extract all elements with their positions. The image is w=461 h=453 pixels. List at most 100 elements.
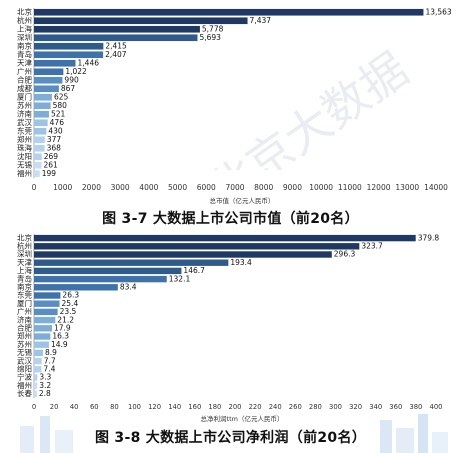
category-label: 福州 [17, 169, 32, 178]
bar [34, 17, 248, 25]
bar [34, 68, 64, 76]
category-label: 武汉 [17, 117, 32, 127]
value-label: 8.9 [45, 348, 57, 357]
value-label: 17.9 [54, 323, 71, 332]
category-label: 成都 [17, 83, 32, 93]
category-label: 广州 [17, 306, 32, 316]
bar [34, 251, 332, 258]
value-label: 261 [43, 161, 58, 170]
x-tick-label: 12000 [367, 183, 391, 192]
bar [34, 267, 182, 275]
category-label: 福州 [17, 381, 32, 390]
category-label: 长春 [17, 388, 32, 398]
bar [34, 333, 51, 340]
category-label: 沈阳 [17, 151, 32, 161]
category-label: 苏州 [17, 100, 32, 110]
bar [34, 110, 49, 118]
value-label: 146.7 [183, 266, 205, 275]
category-label: 深圳 [17, 32, 32, 42]
value-label: 521 [51, 110, 66, 119]
category-label: 杭州 [17, 15, 32, 25]
category-label: 厦门 [17, 299, 32, 308]
bar [34, 93, 52, 101]
x-tick-label: 160 [188, 403, 201, 411]
value-label: 7.4 [43, 364, 55, 373]
value-label: 625 [54, 93, 69, 102]
value-label: 23.5 [60, 307, 77, 316]
value-label: 25.4 [62, 299, 79, 308]
x-tick-label: 6000 [197, 183, 216, 192]
value-label: 430 [48, 127, 63, 136]
category-label: 北京 [17, 232, 32, 242]
category-label: 郑州 [17, 331, 32, 341]
bar [34, 119, 48, 127]
value-label: 377 [47, 135, 62, 144]
x-tick-label: 380 [409, 403, 422, 411]
value-label: 323.7 [361, 241, 383, 250]
value-label: 580 [53, 101, 68, 110]
value-label: 199 [42, 169, 57, 178]
x-tick-label: 20 [50, 403, 59, 411]
x-tick-label: 200 [229, 403, 242, 411]
bar [34, 102, 51, 110]
bar [34, 170, 40, 178]
value-label: 1,022 [65, 67, 87, 76]
x-tick-label: 9000 [283, 183, 302, 192]
value-label: 7.7 [44, 356, 56, 365]
bar [34, 292, 61, 299]
value-label: 13,563 [425, 8, 451, 17]
value-label: 3.2 [39, 381, 51, 390]
x-tick-label: 240 [269, 403, 282, 411]
value-label: 21.2 [57, 315, 74, 324]
x-tick-label: 280 [309, 403, 322, 411]
x-tick-label: 100 [128, 403, 141, 411]
x-tick-label: 120 [148, 403, 161, 411]
bar [34, 25, 200, 33]
bar [34, 34, 198, 42]
category-label: 天津 [17, 59, 32, 68]
bar [34, 42, 104, 50]
bar [34, 366, 42, 373]
bar [34, 374, 38, 381]
x-tick-label: 40 [70, 403, 79, 411]
category-label: 珠海 [17, 143, 32, 153]
bar [34, 357, 42, 365]
x-tick-label: 340 [369, 403, 382, 411]
value-label: 476 [50, 118, 65, 127]
x-tick-label: 5000 [168, 183, 187, 192]
x-tick-label: 400 [430, 403, 443, 411]
value-label: 16.3 [52, 332, 69, 341]
value-label: 26.3 [62, 291, 79, 300]
bar [34, 382, 38, 389]
category-label: 绵阳 [17, 363, 32, 373]
value-label: 2.8 [39, 389, 51, 398]
value-label: 193.4 [230, 258, 252, 267]
x-tick-label: 60 [90, 403, 99, 411]
chart-caption-market-cap: 图 3-7 大数据上市公司市值（前20名） [102, 211, 359, 227]
x-tick-label: 14000 [424, 183, 448, 192]
category-label: 深圳 [17, 249, 32, 259]
x-tick-label: 4000 [139, 183, 158, 192]
bar [34, 308, 58, 316]
value-label: 14.9 [51, 340, 68, 349]
category-label: 合肥 [17, 322, 32, 332]
category-label: 济南 [17, 109, 32, 119]
bar [34, 341, 49, 348]
bar [34, 284, 118, 291]
x-tick-label: 3000 [111, 183, 130, 192]
category-label: 东莞 [17, 126, 32, 136]
x-tick-label: 320 [349, 403, 362, 411]
value-label: 269 [44, 152, 59, 161]
value-label: 2,415 [105, 42, 127, 51]
x-tick-label: 13000 [395, 183, 419, 192]
value-label: 379.8 [418, 233, 440, 242]
x-tick-label: 360 [389, 403, 402, 411]
category-label: 天津 [17, 258, 32, 267]
category-label: 合肥 [17, 75, 32, 85]
category-label: 郑州 [17, 134, 32, 144]
category-label: 青岛 [17, 273, 32, 283]
category-label: 南京 [17, 281, 32, 291]
category-label: 无锡 [17, 161, 32, 170]
bar [34, 8, 424, 16]
bar [34, 243, 360, 250]
